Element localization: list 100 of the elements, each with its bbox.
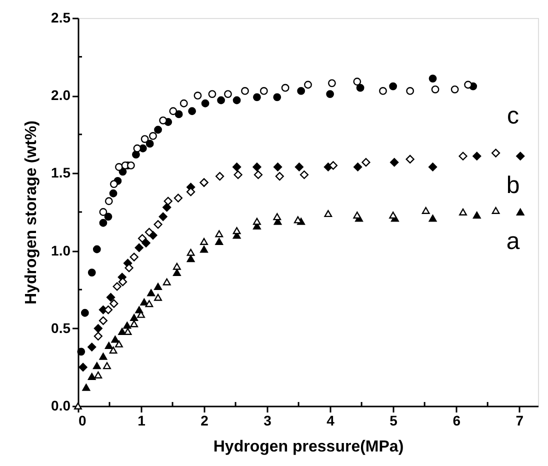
point: [491, 148, 500, 158]
point: [215, 230, 224, 238]
point: [297, 86, 306, 95]
point: [146, 140, 154, 148]
x-tick-label: 4: [326, 412, 335, 428]
point: [126, 161, 135, 170]
point: [130, 320, 138, 328]
point: [154, 126, 162, 134]
point: [422, 206, 430, 214]
point: [186, 248, 195, 256]
point: [104, 342, 113, 349]
point: [472, 152, 482, 160]
point: [104, 212, 112, 221]
point: [389, 212, 398, 219]
point: [80, 308, 89, 317]
y-tick-label: 2.0: [51, 87, 71, 104]
point: [123, 322, 132, 329]
point: [275, 172, 284, 181]
point: [217, 96, 225, 104]
point: [232, 227, 241, 234]
point: [133, 144, 142, 152]
point: [140, 135, 149, 144]
point: [104, 197, 113, 206]
point: [164, 196, 172, 206]
point: [138, 234, 147, 243]
point: [459, 208, 467, 216]
x-tick-label: 2: [200, 412, 209, 428]
point: [180, 99, 188, 108]
point: [106, 293, 116, 302]
point: [253, 93, 261, 102]
point: [328, 161, 338, 170]
point: [324, 210, 332, 218]
point: [406, 86, 414, 95]
y-tick-label: 2.5: [51, 10, 71, 26]
point: [94, 324, 102, 333]
point: [273, 93, 282, 102]
point: [362, 158, 370, 167]
point: [130, 314, 138, 322]
point: [389, 82, 398, 90]
y-axis-title: Hydrogen storage (wt%): [23, 120, 40, 305]
point: [110, 299, 118, 308]
point: [353, 78, 362, 86]
point: [200, 238, 208, 245]
point: [172, 262, 181, 270]
point: [88, 268, 96, 276]
point: [112, 282, 122, 291]
point: [253, 218, 261, 225]
point: [92, 245, 101, 254]
point: [186, 255, 195, 262]
point: [124, 264, 134, 272]
point: [154, 282, 162, 290]
point: [109, 189, 118, 198]
y-tick-label: 0.5: [51, 320, 71, 336]
point: [232, 162, 242, 172]
point: [145, 300, 154, 308]
point: [115, 163, 123, 171]
point: [149, 132, 157, 140]
point: [132, 150, 140, 159]
point: [174, 194, 182, 202]
point: [241, 86, 249, 95]
point: [144, 228, 154, 236]
point: [458, 152, 468, 160]
x-tick-label: 5: [390, 412, 398, 428]
point: [154, 220, 162, 229]
point: [326, 90, 334, 98]
point: [428, 214, 437, 222]
y-tick-label: 0.0: [51, 398, 71, 414]
point: [188, 107, 196, 116]
point: [431, 85, 440, 94]
point: [140, 298, 148, 306]
point: [464, 80, 472, 89]
x-tick-label: 3: [264, 412, 272, 428]
point: [234, 170, 242, 180]
point: [159, 116, 168, 124]
point: [111, 336, 120, 343]
point: [162, 203, 172, 212]
point: [273, 162, 282, 172]
point: [281, 84, 290, 92]
point: [99, 352, 108, 360]
point: [232, 96, 241, 104]
y-tick-label: 1.0: [51, 242, 71, 258]
point: [110, 180, 118, 188]
point: [103, 362, 111, 370]
point: [215, 172, 224, 181]
point: [254, 170, 263, 180]
point: [356, 84, 364, 92]
point: [94, 371, 102, 378]
point: [328, 79, 336, 88]
point: [78, 362, 88, 372]
point: [88, 373, 96, 380]
point: [208, 90, 216, 98]
point: [162, 278, 171, 286]
point: [174, 110, 183, 118]
point: [273, 213, 282, 220]
point: [428, 162, 438, 172]
point: [353, 162, 362, 172]
point: [92, 362, 101, 370]
point: [98, 316, 108, 325]
point: [147, 289, 156, 296]
point: [215, 238, 224, 245]
